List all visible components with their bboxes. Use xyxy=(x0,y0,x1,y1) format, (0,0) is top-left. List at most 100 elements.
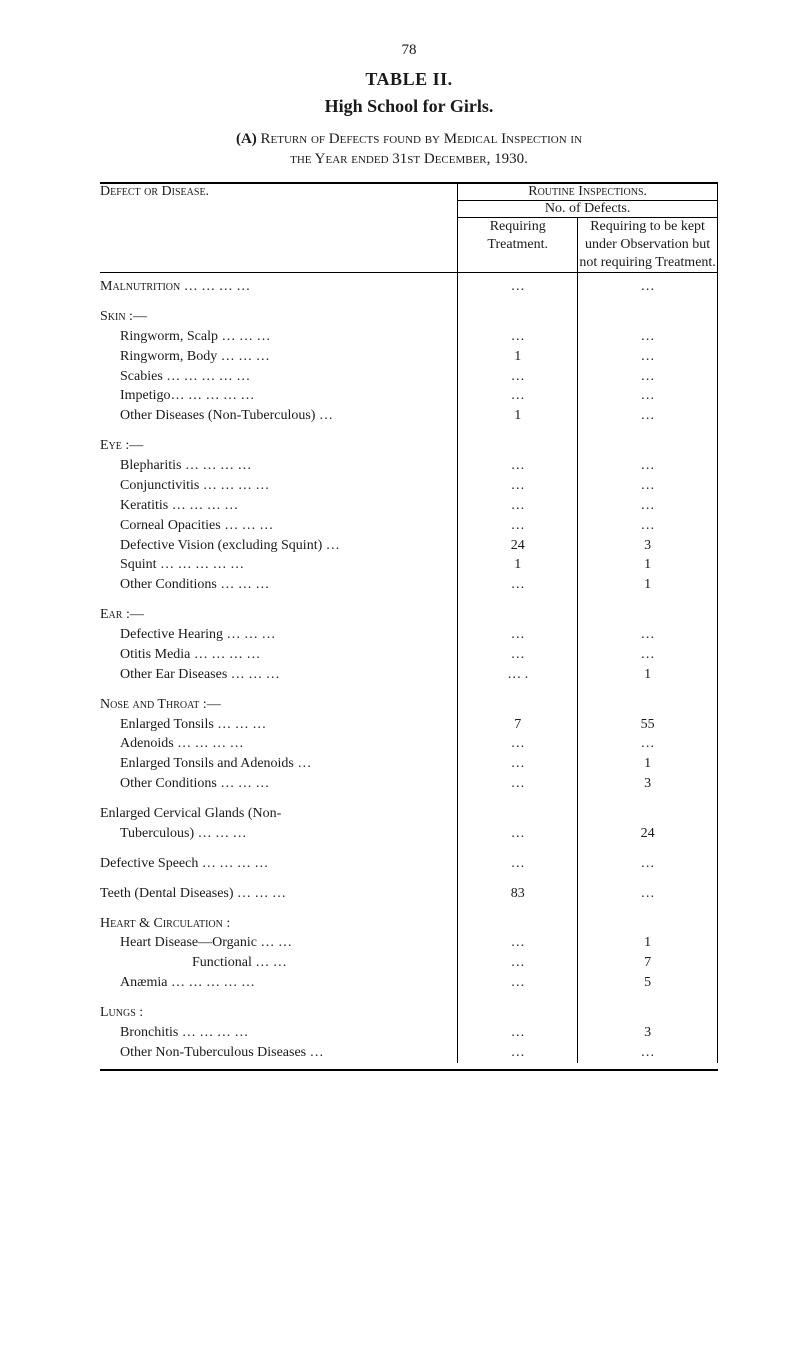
table-row: Skin :— xyxy=(100,307,718,327)
table-row: Bronchitis … … … ……3 xyxy=(100,1023,718,1043)
row-label: Corneal Opacities … … … xyxy=(100,516,458,536)
row-label: Keratitis … … … … xyxy=(100,496,458,516)
row-label: Teeth (Dental Diseases) … … … xyxy=(100,884,458,904)
table-row: Eye :— xyxy=(100,436,718,456)
table-row: Enlarged Tonsils and Adenoids ……1 xyxy=(100,754,718,774)
row-requiring-kept xyxy=(578,1003,718,1023)
defects-table: Defect or Disease. Routine Inspections. … xyxy=(100,184,718,1063)
table-row: Tuberculous) … … ……24 xyxy=(100,824,718,844)
row-requiring-treatment: … xyxy=(458,953,578,973)
row-requiring-treatment: … xyxy=(458,734,578,754)
table-row: Other Conditions … … ……1 xyxy=(100,575,718,595)
table-row: Corneal Opacities … … ……… xyxy=(100,516,718,536)
header-requiring-kept: Requiring to be kept under Observation b… xyxy=(578,217,718,273)
row-requiring-kept xyxy=(578,307,718,327)
table-row xyxy=(100,297,718,307)
table-row xyxy=(100,904,718,914)
row-label: Heart & Circulation : xyxy=(100,914,458,934)
row-label: Enlarged Cervical Glands (Non- xyxy=(100,804,458,824)
intro-block: (A) Return of Defects found by Medical I… xyxy=(100,129,718,170)
row-requiring-kept: … xyxy=(578,625,718,645)
row-label: Bronchitis … … … … xyxy=(100,1023,458,1043)
row-label: Heart Disease—Organic … … xyxy=(100,933,458,953)
intro-line-2: the Year ended 31st December, 1930. xyxy=(290,151,528,167)
row-label: Anæmia … … … … … xyxy=(100,973,458,993)
row-requiring-kept xyxy=(578,914,718,934)
row-requiring-treatment xyxy=(458,307,578,327)
row-label: Other Diseases (Non-Tuberculous) … xyxy=(100,406,458,426)
row-requiring-treatment xyxy=(458,605,578,625)
table-row: Adenoids … … … ……… xyxy=(100,734,718,754)
table-subject: High School for Girls. xyxy=(100,96,718,117)
row-requiring-kept: 3 xyxy=(578,1023,718,1043)
table-row: Malnutrition … … … ……… xyxy=(100,277,718,297)
row-label: Enlarged Tonsils … … … xyxy=(100,715,458,735)
row-requiring-treatment: … xyxy=(458,824,578,844)
row-requiring-kept: 3 xyxy=(578,774,718,794)
row-requiring-kept: 24 xyxy=(578,824,718,844)
row-label: Other Conditions … … … xyxy=(100,774,458,794)
row-requiring-kept: … xyxy=(578,347,718,367)
row-requiring-kept: 1 xyxy=(578,555,718,575)
header-routine-inspections: Routine Inspections. xyxy=(458,184,718,201)
table-row: Nose and Throat :— xyxy=(100,695,718,715)
row-requiring-kept: … xyxy=(578,884,718,904)
intro-line-1: Return of Defects found by Medical Inspe… xyxy=(261,131,583,147)
table-row: Other Ear Diseases … … …… .1 xyxy=(100,665,718,685)
row-label: Otitis Media … … … … xyxy=(100,645,458,665)
row-label: Nose and Throat :— xyxy=(100,695,458,715)
row-label: Enlarged Tonsils and Adenoids … xyxy=(100,754,458,774)
row-requiring-treatment: … . xyxy=(458,665,578,685)
table-row: Ringworm, Scalp … … ……… xyxy=(100,327,718,347)
row-label: Blepharitis … … … … xyxy=(100,456,458,476)
row-requiring-treatment: 7 xyxy=(458,715,578,735)
row-requiring-kept: … xyxy=(578,734,718,754)
row-label: Defective Vision (excluding Squint) … xyxy=(100,536,458,556)
row-requiring-treatment: … xyxy=(458,476,578,496)
row-requiring-treatment: … xyxy=(458,575,578,595)
row-label: Defective Hearing … … … xyxy=(100,625,458,645)
row-requiring-kept: … xyxy=(578,386,718,406)
row-requiring-kept xyxy=(578,695,718,715)
table-row: Squint … … … … …11 xyxy=(100,555,718,575)
row-requiring-treatment: 83 xyxy=(458,884,578,904)
table-row: Lungs : xyxy=(100,1003,718,1023)
row-requiring-kept: … xyxy=(578,327,718,347)
row-requiring-kept: 55 xyxy=(578,715,718,735)
row-label: Squint … … … … … xyxy=(100,555,458,575)
row-label: Skin :— xyxy=(100,307,458,327)
table-body: Malnutrition … … … ……… Skin :—Ringworm, S… xyxy=(100,273,718,1063)
row-requiring-treatment xyxy=(458,436,578,456)
table-row: Enlarged Cervical Glands (Non- xyxy=(100,804,718,824)
table-wrapper: Defect or Disease. Routine Inspections. … xyxy=(100,182,718,1071)
row-requiring-treatment: … xyxy=(458,933,578,953)
table-row xyxy=(100,426,718,436)
table-row: Heart & Circulation : xyxy=(100,914,718,934)
table-row: Teeth (Dental Diseases) … … …83… xyxy=(100,884,718,904)
row-requiring-kept: 7 xyxy=(578,953,718,973)
row-requiring-kept xyxy=(578,605,718,625)
row-requiring-treatment: 1 xyxy=(458,406,578,426)
row-label: Scabies … … … … … xyxy=(100,367,458,387)
table-row xyxy=(100,993,718,1003)
header-defect-or-disease: Defect or Disease. xyxy=(100,184,458,273)
row-requiring-kept: 1 xyxy=(578,665,718,685)
table-row: Other Non-Tuberculous Diseases ……… xyxy=(100,1043,718,1063)
row-requiring-kept xyxy=(578,804,718,824)
table-row: Defective Speech … … … ……… xyxy=(100,854,718,874)
row-requiring-treatment: … xyxy=(458,625,578,645)
page-number: 78 xyxy=(100,42,718,59)
row-requiring-treatment: … xyxy=(458,516,578,536)
table-row: Conjunctivitis … … … ……… xyxy=(100,476,718,496)
table-row: Scabies … … … … ……… xyxy=(100,367,718,387)
header-requiring-treatment: Requiring Treatment. xyxy=(458,217,578,273)
row-requiring-kept: 1 xyxy=(578,754,718,774)
table-row: Other Diseases (Non-Tuberculous) …1… xyxy=(100,406,718,426)
row-requiring-kept: … xyxy=(578,854,718,874)
row-requiring-treatment xyxy=(458,804,578,824)
row-requiring-treatment xyxy=(458,695,578,715)
table-row xyxy=(100,685,718,695)
row-requiring-kept: … xyxy=(578,456,718,476)
intro-label: (A) xyxy=(236,131,257,147)
row-requiring-treatment: … xyxy=(458,367,578,387)
